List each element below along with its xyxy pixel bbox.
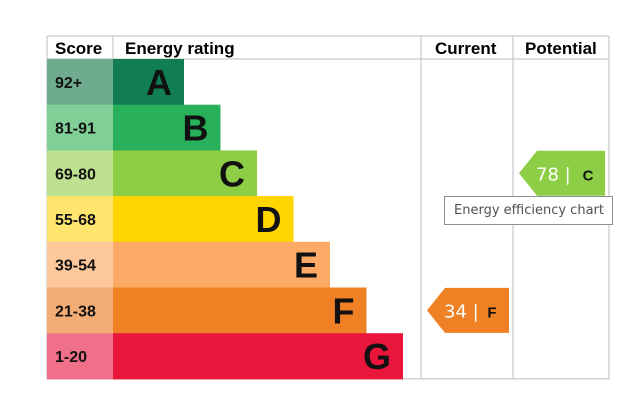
potential-rating-value: 78 | xyxy=(536,164,571,185)
score-cell-c xyxy=(47,150,113,197)
rating-indicators: 34 | F 78 | C xyxy=(427,150,605,333)
column-headers: Score Energy rating Current Potential xyxy=(55,39,597,58)
current-rating-value: 34 | xyxy=(444,301,479,322)
band-bar-b xyxy=(113,104,221,151)
score-label-c: 69-80 xyxy=(55,166,96,183)
score-label-e: 39-54 xyxy=(55,258,96,275)
score-cell-e xyxy=(47,241,113,288)
band-letter-e: E xyxy=(294,245,318,286)
current-rating-arrow xyxy=(427,287,509,333)
score-cell-f xyxy=(47,287,113,334)
score-label-d: 55-68 xyxy=(55,212,96,229)
potential-rating-arrow xyxy=(519,150,605,196)
potential-rating-letter: C xyxy=(583,167,594,184)
current-rating-letter: F xyxy=(487,304,496,321)
band-bar-a xyxy=(113,59,184,106)
header-energy-rating: Energy rating xyxy=(125,39,235,58)
score-label-f: 21-38 xyxy=(55,303,96,320)
band-bar-c xyxy=(113,150,257,197)
band-bar-d xyxy=(113,196,294,243)
score-cell-a xyxy=(47,59,113,106)
band-letter-b: B xyxy=(183,108,209,149)
score-cell-d xyxy=(47,196,113,243)
chart-tooltip: Energy efficiency chart xyxy=(444,196,613,225)
band-bar-g xyxy=(113,333,403,380)
header-current: Current xyxy=(435,39,497,58)
band-letter-d: D xyxy=(256,199,282,240)
band-bar-f xyxy=(113,287,367,334)
band-letter-f: F xyxy=(333,290,355,331)
band-letter-a: A xyxy=(146,62,172,103)
score-cell-g xyxy=(47,333,113,380)
score-label-b: 81-91 xyxy=(55,121,96,138)
band-letter-g: G xyxy=(363,336,391,377)
score-cell-b xyxy=(47,104,113,151)
band-bar-e xyxy=(113,241,330,288)
header-potential: Potential xyxy=(525,39,597,58)
band-letter-c: C xyxy=(219,153,245,194)
rating-bands: 92+ A 81-91 B 69-80 C 55-68 D 39-54 E 21-38 F 1-20 G xyxy=(47,59,403,380)
header-score: Score xyxy=(55,39,102,58)
score-label-g: 1-20 xyxy=(55,349,87,366)
score-label-a: 92+ xyxy=(55,75,82,92)
